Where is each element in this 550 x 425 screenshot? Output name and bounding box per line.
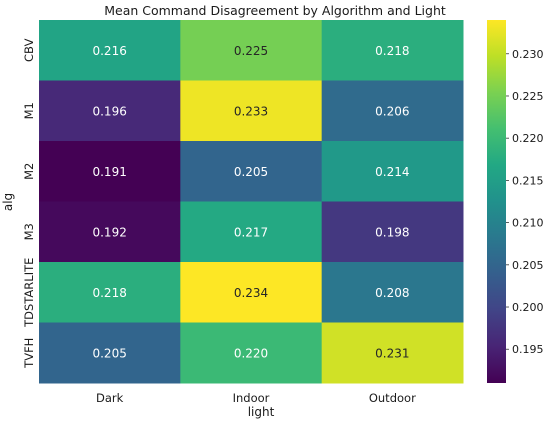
heatmap-cell-label: 0.192 (92, 225, 126, 239)
heatmap-cell-label: 0.234 (234, 286, 268, 300)
colorbar-tick-label: 0.215 (512, 174, 544, 187)
y-axis-label: alg (1, 193, 15, 211)
chart-title: Mean Command Disagreement by Algorithm a… (104, 3, 446, 18)
heatmap-cell (39, 80, 181, 142)
y-tick-label: M1 (22, 102, 36, 119)
colorbar (487, 20, 506, 383)
heatmap-cell (180, 262, 323, 323)
colorbar-ticks: 0.195 0.200 0.205 0.210 0.215 0.220 0.225 0.230 (506, 48, 544, 356)
heatmap-cell (39, 322, 181, 384)
x-tick-label: Dark (96, 391, 124, 405)
x-tick-label: Indoor (233, 391, 270, 405)
y-tick-label: CBV (22, 38, 36, 62)
heatmap-cell (39, 20, 181, 81)
heatmap-cell-label: 0.220 (234, 346, 268, 360)
x-tick-label: Outdoor (369, 391, 416, 405)
heatmap-cell-label: 0.216 (92, 44, 126, 58)
y-axis-tick-labels: CBV M1 M2 M3 TDSTARLITE TVFH (22, 38, 36, 368)
heatmap-cell-label: 0.214 (375, 165, 409, 179)
heatmap-cell (321, 262, 464, 323)
heatmap-cell-label: 0.225 (234, 44, 268, 58)
x-axis-label: light (248, 405, 275, 419)
y-tick-label: TVFH (22, 338, 36, 369)
heatmap-cell-label: 0.233 (234, 104, 268, 118)
y-tick-label: TDSTARLITE (22, 258, 36, 328)
heatmap-cell (180, 80, 323, 142)
y-tick-label: M3 (22, 223, 36, 240)
heatmap-cell-label: 0.208 (375, 286, 409, 300)
y-tick-label: M2 (22, 163, 36, 180)
heatmap-cell (321, 141, 464, 202)
heatmap-cells (39, 20, 464, 384)
heatmap-cell (39, 141, 181, 202)
heatmap-cell (180, 201, 323, 263)
heatmap-cell (321, 322, 464, 384)
heatmap-cell-label: 0.191 (92, 165, 126, 179)
colorbar-tick-label: 0.195 (512, 343, 544, 356)
heatmap-cell (180, 141, 323, 202)
heatmap-cell-label: 0.205 (92, 346, 126, 360)
heatmap-cell-label: 0.198 (375, 225, 409, 239)
x-axis-tick-labels: Dark Indoor Outdoor (96, 391, 416, 405)
colorbar-tick-label: 0.210 (512, 217, 544, 230)
colorbar-tick-label: 0.220 (512, 132, 544, 145)
heatmap-cell (321, 20, 464, 81)
heatmap-cell (180, 20, 323, 81)
heatmap-cell-label: 0.196 (92, 104, 126, 118)
heatmap-cell (180, 322, 323, 384)
colorbar-tick-label: 0.225 (512, 90, 544, 103)
heatmap-cell-label: 0.231 (375, 346, 409, 360)
heatmap-cell-label: 0.218 (92, 286, 126, 300)
heatmap-cell (321, 80, 464, 142)
heatmap-cell-label: 0.218 (375, 44, 409, 58)
heatmap-cell (39, 201, 181, 263)
heatmap-cell-label: 0.206 (375, 104, 409, 118)
heatmap-cell-labels: 0.216 0.225 0.218 0.196 0.233 0.206 0.191 0.205… (92, 44, 409, 361)
heatmap-cell (321, 201, 464, 263)
colorbar-tick-label: 0.230 (512, 48, 544, 61)
heatmap-cell-label: 0.217 (234, 225, 268, 239)
heatmap-cell-label: 0.205 (234, 165, 268, 179)
colorbar-tick-label: 0.205 (512, 259, 544, 272)
heatmap-cell (39, 262, 181, 323)
colorbar-tick-label: 0.200 (512, 301, 544, 314)
